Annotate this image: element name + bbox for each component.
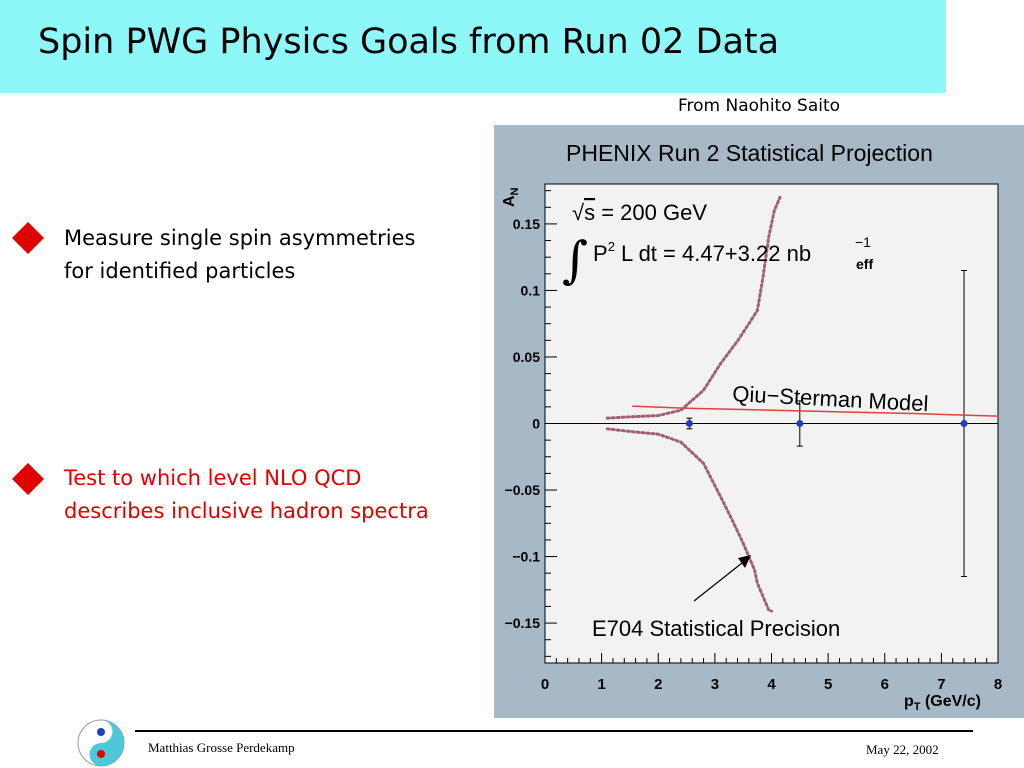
logo-icon: [77, 719, 125, 767]
x-tick-label: 3: [711, 676, 719, 693]
y-tick-label: −0.1: [512, 549, 540, 565]
e704-arrow-line: [693, 562, 743, 602]
footer-date: May 22, 2002: [866, 742, 939, 757]
chart-title: PHENIX Run 2 Statistical Projection: [566, 140, 933, 166]
slide-title: Spin PWG Physics Goals from Run 02 Data: [38, 22, 780, 62]
sqrt-s-annotation: √s = 200 GeV: [572, 200, 707, 225]
e704-label: E704 Statistical Precision: [592, 616, 840, 641]
lumi-unit-exponent: −1: [855, 234, 871, 250]
y-tick-label: −0.15: [505, 615, 541, 631]
bullet-diamond-icon: [12, 463, 44, 495]
title-bar: Spin PWG Physics Goals from Run 02 Data: [0, 0, 946, 93]
y-axis-label: AN: [501, 187, 521, 207]
x-axis-label: pT (GeV/c): [904, 693, 981, 713]
integral-symbol: ∫: [562, 231, 588, 289]
bullet-diamond-icon: [12, 222, 44, 254]
data-point: [960, 420, 968, 427]
luminosity-annotation: P2 L dt = 4.47+3.22 nb: [593, 239, 811, 266]
y-tick-label: −0.05: [505, 482, 541, 498]
e704-arrow-head: [738, 555, 751, 568]
footer-divider: [135, 730, 973, 732]
x-tick-label: 7: [937, 676, 945, 693]
bullet-1-line-1: Measure single spin asymmetries: [64, 226, 416, 250]
e704-band-lower: [605, 427, 773, 613]
y-tick-label: 0.05: [513, 349, 540, 365]
e704-band-upper: [605, 195, 782, 420]
lumi-unit-subscript: eff: [856, 256, 873, 272]
footer-author: Matthias Grosse Perdekamp: [148, 740, 295, 755]
y-tick-label: 0.1: [521, 282, 541, 298]
bullet-2-text: Test to which level NLO QCD describes in…: [64, 462, 484, 528]
asymmetry-chart: PHENIX Run 2 Statistical Projection 0 1 2 3…: [494, 125, 1024, 718]
bullet-1-text: Measure single spin asymmetries for iden…: [64, 222, 484, 288]
x-tick-label: 5: [824, 676, 832, 693]
x-tick-label: 2: [654, 676, 662, 693]
model-curve: [632, 405, 999, 417]
bullet-2-line-1: Test to which level NLO QCD: [64, 466, 362, 490]
credit-text: From Naohito Saito: [678, 96, 841, 116]
x-tick-label: 1: [597, 676, 605, 693]
data-point: [796, 420, 804, 427]
x-tick-label: 0: [541, 676, 549, 693]
bullet-1-line-2: for identified particles: [64, 259, 296, 283]
data-point: [685, 420, 693, 427]
x-tick-label: 6: [881, 676, 889, 693]
y-tick-label: 0.15: [513, 216, 540, 232]
x-tick-label: 8: [994, 676, 1002, 693]
y-tick-label: 0: [532, 416, 540, 432]
bullet-2-line-2: describes inclusive hadron spectra: [64, 499, 429, 523]
x-tick-label: 4: [767, 676, 776, 693]
